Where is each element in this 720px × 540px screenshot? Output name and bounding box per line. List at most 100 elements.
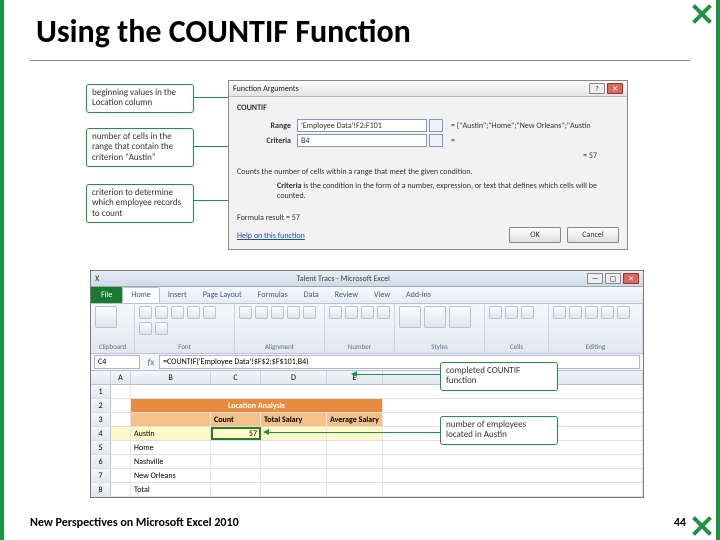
section-header[interactable]: Location Analysis [131,399,383,412]
range-collapse-icon[interactable] [429,119,443,132]
worksheet-grid[interactable]: A B C D E 1 2 Location Analysis 3 [91,371,643,497]
maximize-icon[interactable]: ▢ [605,273,621,284]
hdr-count[interactable]: Count [211,413,261,426]
name-box[interactable]: C4 [94,355,140,369]
condfmt-icon[interactable] [399,306,421,328]
cell[interactable] [261,483,327,496]
clear-icon[interactable] [585,306,598,319]
border-icon[interactable] [203,306,216,319]
tab-insert[interactable]: Insert [160,287,195,303]
hdr-blank[interactable] [131,413,211,426]
minimize-icon[interactable]: — [587,273,603,284]
help-link[interactable]: Help on this function [237,231,305,241]
cell-e4[interactable] [327,427,383,440]
sum-icon[interactable] [553,306,566,319]
tab-page-layout[interactable]: Page Layout [195,287,250,303]
col-a[interactable]: A [111,371,131,384]
col-c[interactable]: C [211,371,261,384]
cell[interactable] [131,385,643,398]
cell[interactable] [327,441,383,454]
hdr-total[interactable]: Total Salary [261,413,327,426]
cell[interactable] [111,441,131,454]
cell[interactable] [211,455,261,468]
ok-button[interactable]: OK [509,227,561,243]
align-l-icon[interactable] [239,306,252,319]
cell[interactable] [211,483,261,496]
criteria-input[interactable]: B4 [297,134,427,147]
cell-b4[interactable]: Austin [131,427,211,440]
rowhdr-8[interactable]: 8 [91,483,111,496]
italic-icon[interactable] [171,306,184,319]
select-all[interactable] [91,371,111,384]
delete-icon[interactable] [505,306,518,319]
fontcolor-icon[interactable] [155,322,168,335]
col-b[interactable]: B [131,371,211,384]
tab-home[interactable]: Home [122,287,160,303]
cell[interactable] [211,469,261,482]
tab-data[interactable]: Data [296,287,327,303]
file-tab[interactable]: File [91,287,122,303]
paste-icon[interactable] [95,306,117,328]
cell[interactable] [111,413,131,426]
cell[interactable] [111,427,131,440]
excel-titlebar[interactable]: X Talent Tracs - Microsoft Excel — ▢ ✕ [91,271,643,287]
fill2-icon[interactable] [569,306,582,319]
align-r-icon[interactable] [271,306,284,319]
fill-icon[interactable] [139,322,152,335]
criteria-collapse-icon[interactable] [429,134,443,147]
fx-icon[interactable]: fx [143,357,159,368]
font-icon[interactable] [139,306,152,319]
rowhdr-1[interactable]: 1 [91,385,111,398]
cell-c4[interactable]: 57 [211,427,261,440]
cell[interactable] [111,469,131,482]
cell[interactable] [383,399,643,412]
cell[interactable] [211,441,261,454]
wrap-icon[interactable] [287,306,300,319]
rowhdr-3[interactable]: 3 [91,413,111,426]
bold-icon[interactable] [155,306,168,319]
cell[interactable] [383,455,643,468]
find-icon[interactable] [617,306,630,319]
cell[interactable] [261,441,327,454]
rowhdr-7[interactable]: 7 [91,469,111,482]
formula-input[interactable]: =COUNTIF('Employee Data'!$F$2:$F$101,B4) [159,355,640,369]
sort-icon[interactable] [601,306,614,319]
cell-b8[interactable]: Total [131,483,211,496]
cell[interactable] [111,483,131,496]
cell[interactable] [111,385,131,398]
format-icon[interactable] [521,306,534,319]
col-d[interactable]: D [261,371,327,384]
rowhdr-4[interactable]: 4 [91,427,111,440]
tab-addins[interactable]: Add-Ins [398,287,439,303]
cell[interactable] [261,469,327,482]
cell[interactable] [261,455,327,468]
tab-view[interactable]: View [366,287,398,303]
dialog-titlebar[interactable]: Function Arguments ? ✕ [229,81,627,97]
comma-icon[interactable] [377,306,390,319]
cell[interactable] [327,469,383,482]
rowhdr-6[interactable]: 6 [91,455,111,468]
insert-icon[interactable] [489,306,502,319]
help-icon[interactable]: ? [589,83,605,94]
cell-b7[interactable]: New Orleans [131,469,211,482]
cell[interactable] [383,469,643,482]
close-icon[interactable]: ✕ [607,83,623,94]
cell[interactable] [327,483,383,496]
cell[interactable] [383,483,643,496]
window-close-icon[interactable]: ✕ [623,273,639,284]
rowhdr-5[interactable]: 5 [91,441,111,454]
cell-b5[interactable]: Home [131,441,211,454]
cancel-button[interactable]: Cancel [567,227,619,243]
cell-b6[interactable]: Nashville [131,455,211,468]
cellstyles-icon[interactable] [449,306,471,328]
hdr-avg[interactable]: Average Salary [327,413,383,426]
numfmt-icon[interactable] [329,306,342,319]
cell[interactable] [111,399,131,412]
range-input[interactable]: 'Employee Data'!F2:F101 [297,119,427,132]
merge-icon[interactable] [303,306,316,319]
currency-icon[interactable] [345,306,358,319]
percent-icon[interactable] [361,306,374,319]
table-icon[interactable] [424,306,446,328]
align-c-icon[interactable] [255,306,268,319]
cell[interactable] [111,455,131,468]
